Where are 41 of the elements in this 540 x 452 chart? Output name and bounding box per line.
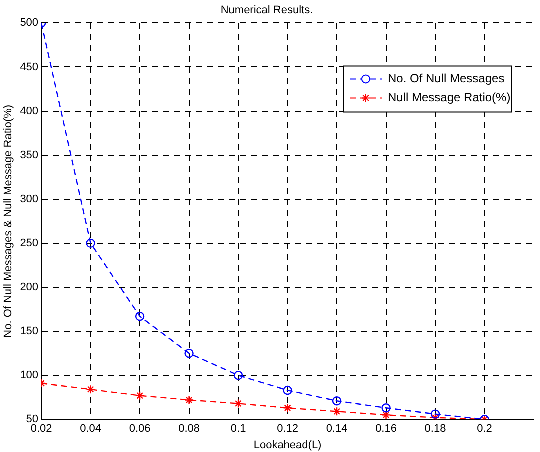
point: [184, 396, 194, 405]
y-tick-label: 250: [20, 237, 39, 250]
x-tick-label: 0.12: [277, 423, 298, 436]
x-tick-label: 0.06: [129, 423, 151, 436]
point: [184, 348, 194, 358]
x-tick-label: 0.14: [326, 423, 348, 436]
point: [234, 399, 244, 408]
point: [430, 413, 440, 420]
point: [283, 404, 292, 413]
y-tick-label: 200: [20, 282, 39, 294]
legend-label: No. Of Null Messages: [388, 72, 505, 86]
y-tick-label: 100: [20, 370, 39, 382]
x-tick-label: 0.02: [30, 423, 52, 436]
x-tick-label: 0.1: [230, 423, 246, 436]
point: [283, 386, 292, 396]
point: [332, 396, 342, 406]
x-tick-label: 0.08: [178, 423, 200, 436]
chart-title: Numerical Results.: [220, 4, 314, 17]
point: [86, 238, 96, 248]
y-tick-label: 50: [26, 414, 39, 426]
y-tick-label: 500: [20, 17, 39, 30]
y-tick-label: 400: [20, 105, 39, 118]
point: [135, 312, 145, 322]
point: [332, 407, 342, 416]
x-tick-label: 0.2: [477, 423, 492, 436]
point: [430, 410, 440, 419]
y-tick-label: 300: [20, 193, 39, 206]
point: [382, 404, 391, 413]
y-tick-label: 150: [20, 326, 39, 338]
point: [135, 391, 145, 400]
point: [382, 410, 391, 420]
point: [234, 370, 244, 380]
y-tick-label: 450: [20, 61, 39, 74]
x-axis-title: Lookahead(L): [254, 439, 322, 452]
point: [86, 385, 96, 394]
y-tick-label: 350: [20, 149, 39, 162]
legend-label: Null Message Ratio(%): [388, 90, 511, 105]
y-axis-title: No. Of Null Messages & Null Message Ratio(%): [2, 104, 15, 338]
x-tick-label: 0.16: [376, 423, 397, 436]
x-tick-label: 0.04: [80, 423, 102, 436]
x-tick-label: 0.18: [424, 423, 446, 436]
